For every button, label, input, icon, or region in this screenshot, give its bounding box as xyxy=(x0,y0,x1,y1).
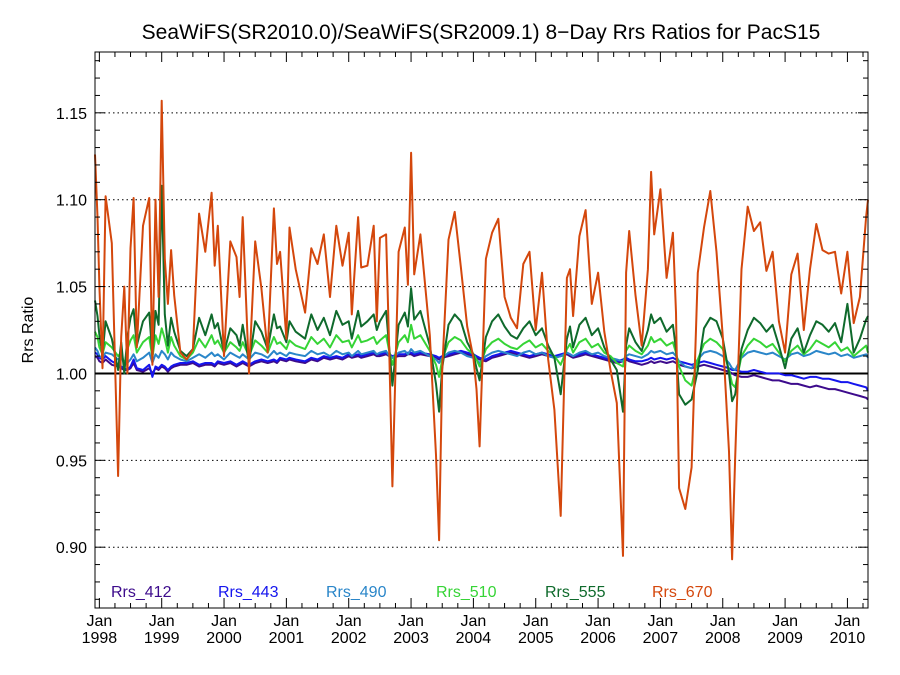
x-tick-label-year: 2008 xyxy=(705,630,741,647)
legend-entry-rrs-555: Rrs_555 xyxy=(545,584,606,601)
x-tick-label-year: 2001 xyxy=(269,630,305,647)
x-tick-label-year: 2003 xyxy=(393,630,429,647)
x-tick-label-month: Jan xyxy=(835,613,861,630)
x-tick-label-month: Jan xyxy=(460,613,486,630)
y-tick-label: 0.90 xyxy=(56,540,87,557)
legend-entry-rrs-443: Rrs_443 xyxy=(218,584,279,601)
legend-entry-rrs-510: Rrs_510 xyxy=(436,584,497,601)
chart-title: SeaWiFS(SR2010.0)/SeaWiFS(SR2009.1) 8−Da… xyxy=(142,21,821,44)
series-lines xyxy=(94,99,869,561)
x-tick-label-year: 2006 xyxy=(580,630,616,647)
y-tick-label: 1.05 xyxy=(56,280,87,297)
x-tick-label-year: 2005 xyxy=(518,630,554,647)
x-tick-label-year: 2004 xyxy=(456,630,492,647)
x-tick-label-month: Jan xyxy=(585,613,611,630)
y-tick-label: 0.95 xyxy=(56,453,87,470)
x-tick-label-month: Jan xyxy=(211,613,237,630)
x-tick-label-year: 2007 xyxy=(643,630,679,647)
x-tick-label-year: 2010 xyxy=(830,630,866,647)
y-tick-label: 1.15 xyxy=(56,106,87,123)
legend-entry-rrs-412: Rrs_412 xyxy=(111,584,172,601)
x-tick-label-year: 1998 xyxy=(82,630,118,647)
legend-entry-rrs-670: Rrs_670 xyxy=(652,584,713,601)
series-line-rrs-670 xyxy=(94,99,869,561)
plot-frame xyxy=(94,51,869,609)
y-tick-label: 1.10 xyxy=(56,193,87,210)
x-tick-label-year: 2002 xyxy=(331,630,367,647)
legend: Rrs_412 Rrs_443 Rrs_490 Rrs_510 Rrs_555 Rrs_6… xyxy=(111,584,713,601)
x-tick-label-month: Jan xyxy=(772,613,798,630)
x-tick-label-month: Jan xyxy=(523,613,549,630)
x-tick-label-year: 2009 xyxy=(767,630,803,647)
series-line-rrs-510 xyxy=(94,323,869,389)
x-tick-label-year: 1999 xyxy=(144,630,180,647)
x-tick-label-month: Jan xyxy=(273,613,299,630)
x-tick-label-month: Jan xyxy=(86,613,112,630)
x-tick-label-month: Jan xyxy=(398,613,424,630)
x-tick-label-month: Jan xyxy=(710,613,736,630)
x-tick-label-year: 2000 xyxy=(206,630,242,647)
x-tick-label-month: Jan xyxy=(149,613,175,630)
legend-entry-rrs-490: Rrs_490 xyxy=(326,584,387,601)
y-tick-label: 1.00 xyxy=(56,366,87,383)
x-axis: Jan1998Jan1999Jan2000Jan2001Jan2002Jan20… xyxy=(82,52,866,647)
x-tick-label-month: Jan xyxy=(336,613,362,630)
gridlines xyxy=(95,112,868,548)
x-tick-label-month: Jan xyxy=(648,613,674,630)
y-axis: 0.90 0.95 1.00 1.05 1.10 1.15 xyxy=(56,60,868,600)
y-axis-label: Rrs Ratio xyxy=(20,297,37,364)
